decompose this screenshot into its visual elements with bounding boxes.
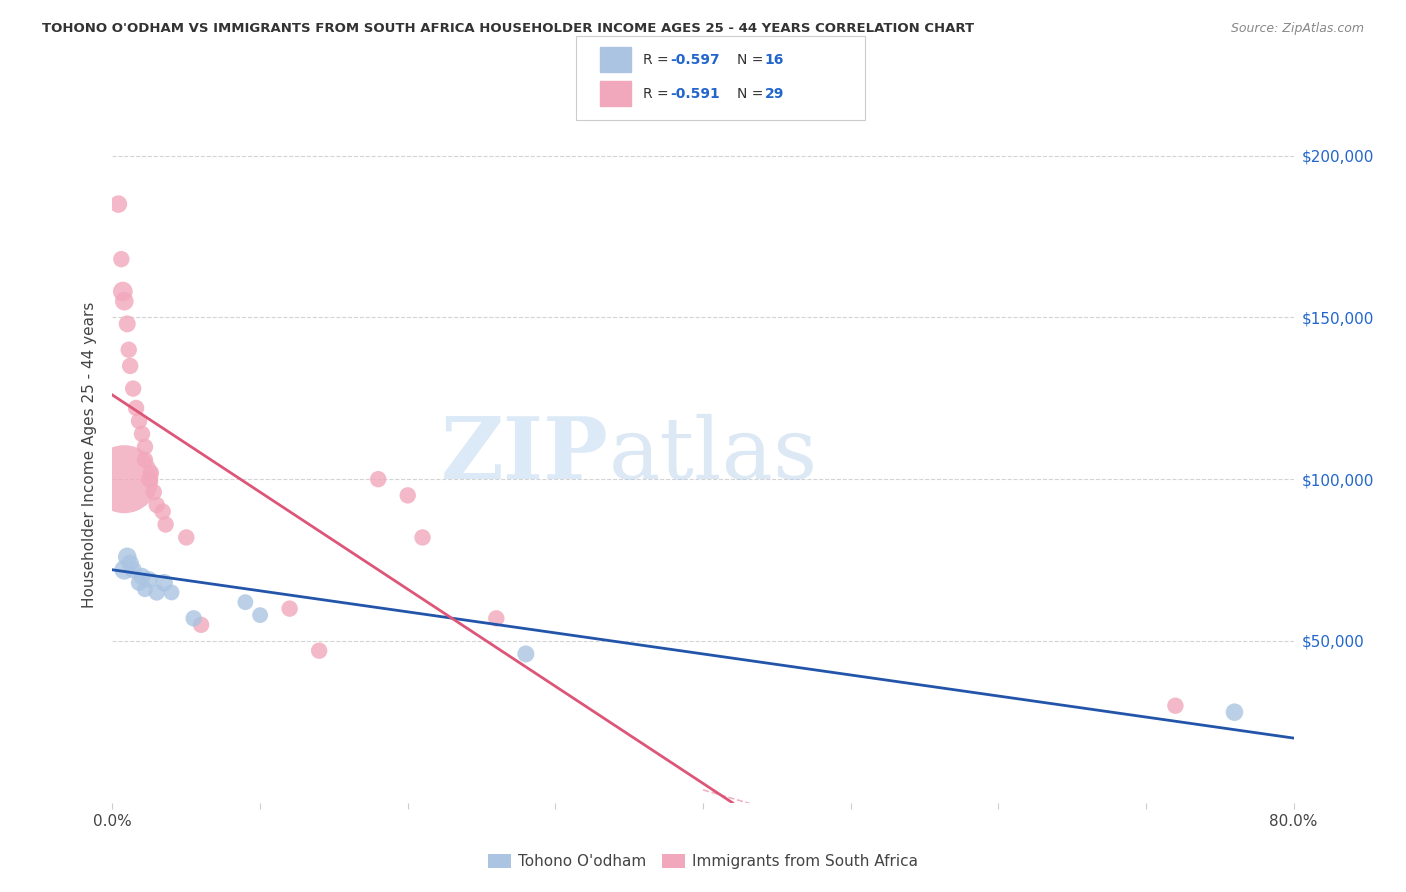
Point	[515, 647, 537, 661]
Point	[120, 359, 142, 373]
Text: ZIP: ZIP	[440, 413, 609, 497]
Point	[190, 617, 212, 632]
Point	[233, 595, 256, 609]
Point	[155, 517, 177, 532]
Point	[278, 601, 301, 615]
Point	[122, 382, 145, 396]
Point	[249, 608, 271, 623]
Text: -0.591: -0.591	[671, 87, 720, 101]
Point	[112, 563, 135, 577]
Point	[107, 197, 129, 211]
Point	[110, 252, 132, 267]
Text: -0.597: -0.597	[671, 53, 720, 67]
Point	[125, 401, 148, 415]
Point	[122, 563, 145, 577]
Point	[134, 452, 156, 467]
Point	[138, 472, 160, 486]
Point	[1223, 705, 1246, 719]
Point	[160, 585, 183, 599]
Point	[153, 575, 176, 590]
Text: Source: ZipAtlas.com: Source: ZipAtlas.com	[1230, 22, 1364, 36]
Text: TOHONO O'ODHAM VS IMMIGRANTS FROM SOUTH AFRICA HOUSEHOLDER INCOME AGES 25 - 44 Y: TOHONO O'ODHAM VS IMMIGRANTS FROM SOUTH …	[42, 22, 974, 36]
Point	[131, 426, 153, 441]
Text: atlas: atlas	[609, 413, 818, 497]
Point	[152, 504, 174, 518]
Point	[146, 498, 169, 512]
Text: 16: 16	[765, 53, 785, 67]
Point	[485, 611, 508, 625]
Point	[128, 575, 150, 590]
Point	[1164, 698, 1187, 713]
Point	[146, 585, 169, 599]
Text: N =: N =	[737, 87, 768, 101]
Point	[134, 440, 156, 454]
Point	[174, 531, 197, 545]
Point	[131, 569, 153, 583]
Point	[117, 317, 138, 331]
Point	[128, 414, 150, 428]
Point	[111, 285, 134, 299]
Point	[112, 294, 135, 309]
Point	[120, 557, 142, 571]
Point	[118, 343, 141, 357]
Point	[367, 472, 389, 486]
Point	[139, 466, 162, 480]
Point	[117, 549, 138, 564]
Point	[308, 643, 330, 657]
Text: N =: N =	[737, 53, 768, 67]
Point	[134, 582, 156, 597]
Text: 29: 29	[765, 87, 785, 101]
Point	[411, 531, 433, 545]
Point	[142, 485, 165, 500]
Point	[396, 488, 419, 502]
Point	[138, 573, 160, 587]
Point	[183, 611, 205, 625]
Legend: Tohono O'odham, Immigrants from South Africa: Tohono O'odham, Immigrants from South Af…	[482, 848, 924, 875]
Point	[112, 472, 135, 486]
Text: R =: R =	[643, 53, 672, 67]
Y-axis label: Householder Income Ages 25 - 44 years: Householder Income Ages 25 - 44 years	[82, 301, 97, 608]
Text: R =: R =	[643, 87, 672, 101]
